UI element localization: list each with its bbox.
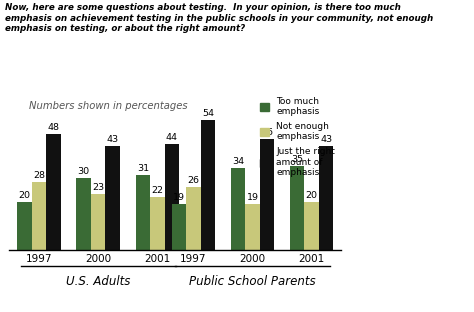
Bar xyxy=(186,187,201,250)
Bar xyxy=(304,202,319,250)
Bar xyxy=(46,134,61,250)
Bar xyxy=(231,168,246,250)
Text: 43: 43 xyxy=(320,135,332,144)
Bar xyxy=(319,146,333,250)
Bar xyxy=(164,144,179,250)
Bar xyxy=(91,194,105,250)
Bar xyxy=(105,146,120,250)
Bar xyxy=(290,166,304,250)
Bar xyxy=(76,178,91,250)
Bar xyxy=(150,197,164,250)
Text: 48: 48 xyxy=(47,124,60,133)
Text: 26: 26 xyxy=(187,176,200,185)
Text: 22: 22 xyxy=(151,186,164,195)
Bar xyxy=(32,183,46,250)
Bar xyxy=(201,120,215,250)
Text: 19: 19 xyxy=(173,193,185,202)
Text: Numbers shown in percentages: Numbers shown in percentages xyxy=(29,101,187,111)
Text: 34: 34 xyxy=(232,157,244,166)
Bar xyxy=(136,175,150,250)
Text: Public School Parents: Public School Parents xyxy=(189,275,316,288)
Text: 43: 43 xyxy=(107,135,118,144)
Text: 54: 54 xyxy=(202,109,214,118)
Bar xyxy=(18,202,32,250)
Text: 19: 19 xyxy=(246,193,259,202)
Bar xyxy=(246,204,260,250)
Text: 30: 30 xyxy=(78,167,90,176)
Text: 23: 23 xyxy=(92,183,104,193)
Legend: Too much
emphasis, Not enough
emphasis, Just the right
amount of
emphasis: Too much emphasis, Not enough emphasis, … xyxy=(258,95,337,179)
Text: 20: 20 xyxy=(18,191,31,200)
Text: 46: 46 xyxy=(261,128,273,137)
Text: 28: 28 xyxy=(33,172,45,180)
Text: 20: 20 xyxy=(306,191,318,200)
Bar xyxy=(260,139,274,250)
Bar xyxy=(172,204,186,250)
Text: 44: 44 xyxy=(166,133,178,142)
Text: Now, here are some questions about testing.  In your opinion, is there too much
: Now, here are some questions about testi… xyxy=(5,3,433,33)
Text: 35: 35 xyxy=(291,155,303,164)
Text: 31: 31 xyxy=(137,164,149,173)
Text: U.S. Adults: U.S. Adults xyxy=(66,275,130,288)
